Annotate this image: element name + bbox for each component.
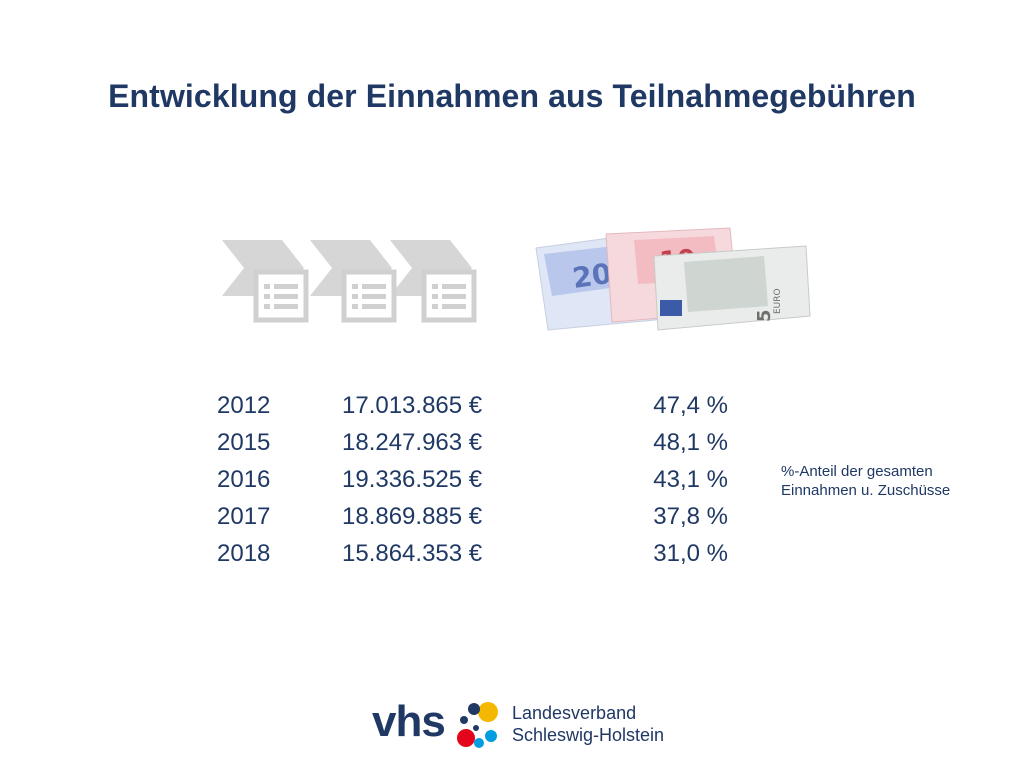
table-row: 2012 17.013.865 € 47,4 %: [0, 388, 1024, 424]
logo-text: Landesverband Schleswig-Holstein: [512, 702, 664, 746]
logo-line: Landesverband: [512, 703, 637, 723]
logo-dots-icon: [457, 702, 498, 748]
amount-cell: 19.336.525 €: [342, 466, 483, 493]
banknote-5: 5 EURO: [653, 245, 811, 331]
year-cell: 2016: [217, 466, 271, 493]
svg-text:20: 20: [570, 257, 613, 295]
process-documents-graphic: [222, 240, 477, 323]
svg-text:5: 5: [754, 309, 775, 322]
percent-cell: 43,1 %: [653, 466, 728, 493]
note-line: %-Anteil der gesamten: [781, 463, 933, 480]
percent-cell: 31,0 %: [653, 540, 728, 567]
percent-cell: 37,8 %: [653, 503, 728, 530]
year-cell: 2017: [217, 503, 271, 530]
table-row: 2015 18.247.963 € 48,1 %: [0, 425, 1024, 461]
slide-title: Entwicklung der Einnahmen aus Teilnahmeg…: [108, 78, 916, 114]
logo-line: Schleswig-Holstein: [512, 725, 665, 745]
logo-wordmark: vhs: [372, 697, 446, 746]
percent-cell: 47,4 %: [653, 392, 728, 419]
table-row: 2018 15.864.353 € 31,0 %: [0, 536, 1024, 572]
table-row: 2017 18.869.885 € 37,8 %: [0, 499, 1024, 535]
amount-cell: 18.247.963 €: [342, 429, 483, 456]
percent-note: %-Anteil der gesamten Einnahmen u. Zusch…: [781, 462, 981, 500]
vhs-logo: vhs Landesverband Schleswig-Holstein: [372, 697, 672, 752]
amount-cell: 18.869.885 €: [342, 503, 483, 530]
table-row: 2016 19.336.525 € 43,1 %: [0, 462, 1024, 498]
amount-cell: 15.864.353 €: [342, 540, 483, 567]
year-cell: 2015: [217, 429, 271, 456]
percent-cell: 48,1 %: [653, 429, 728, 456]
euro-banknotes-image: 20 10 5 EURO: [535, 227, 811, 331]
svg-text:EURO: EURO: [773, 288, 783, 314]
note-line: Einnahmen u. Zuschüsse: [781, 482, 951, 499]
amount-cell: 17.013.865 €: [342, 392, 483, 419]
year-cell: 2018: [217, 540, 271, 567]
year-cell: 2012: [217, 392, 271, 419]
